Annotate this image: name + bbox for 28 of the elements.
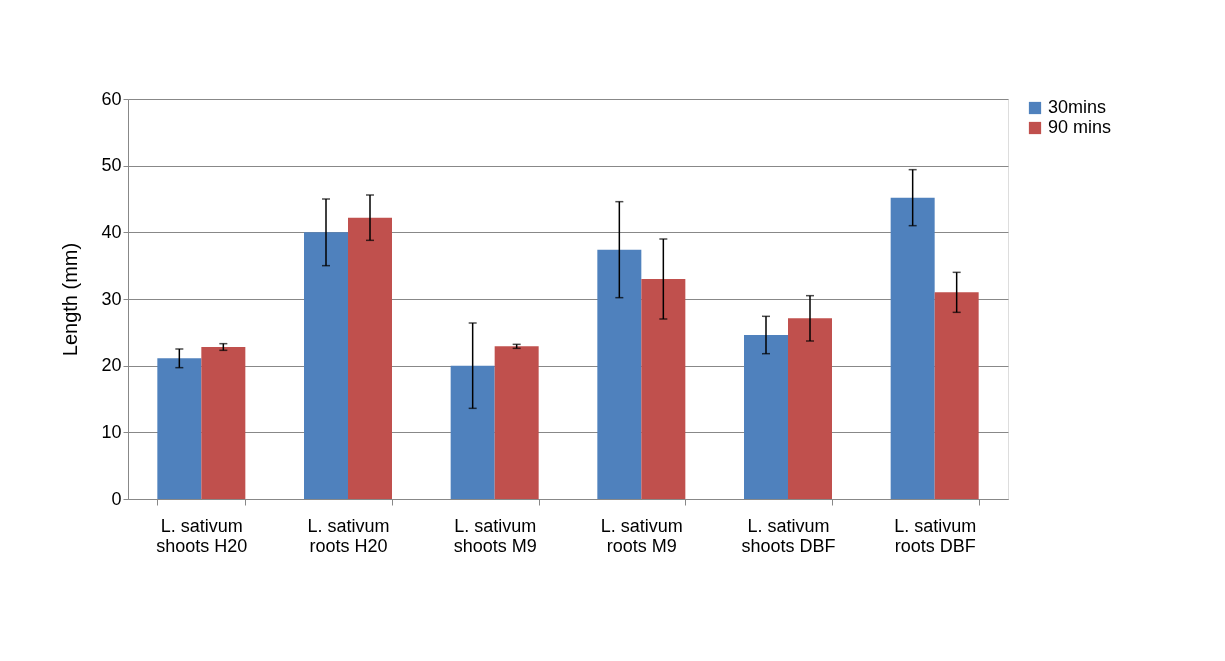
x-tick-label: L. sativum shoots M9 (453, 515, 537, 556)
x-tick-label: L. sativum roots M9 (600, 515, 683, 556)
y-tick-label: 20 (101, 355, 122, 376)
bar (744, 335, 788, 499)
bar (890, 197, 935, 499)
y-tick-label: 50 (101, 155, 122, 176)
x-tick-label: L. sativum roots DBF (894, 515, 977, 556)
y-tick-label: 60 (101, 88, 122, 109)
bar (450, 365, 495, 499)
legend-label: 90 mins (1048, 117, 1112, 137)
x-tick-label: L. sativum roots H20 (307, 515, 390, 556)
legend-label: 30mins (1048, 97, 1107, 117)
bar (348, 217, 392, 499)
bar (304, 232, 348, 499)
y-tick-label: 0 (111, 488, 122, 509)
y-axis-title: Length (mm) (59, 242, 82, 357)
bar (641, 279, 686, 499)
bar (494, 346, 539, 499)
bar (788, 318, 832, 499)
x-tick-label: L. sativum shoots DBF (741, 515, 836, 556)
bar (157, 358, 202, 499)
x-tick-label: L. sativum shoots H20 (156, 515, 248, 556)
y-tick-label: 30 (101, 288, 122, 309)
bar (201, 347, 246, 499)
y-tick-label: 10 (101, 421, 122, 442)
y-tick-label: 40 (101, 221, 122, 242)
bar (934, 292, 979, 499)
bar (597, 249, 642, 499)
